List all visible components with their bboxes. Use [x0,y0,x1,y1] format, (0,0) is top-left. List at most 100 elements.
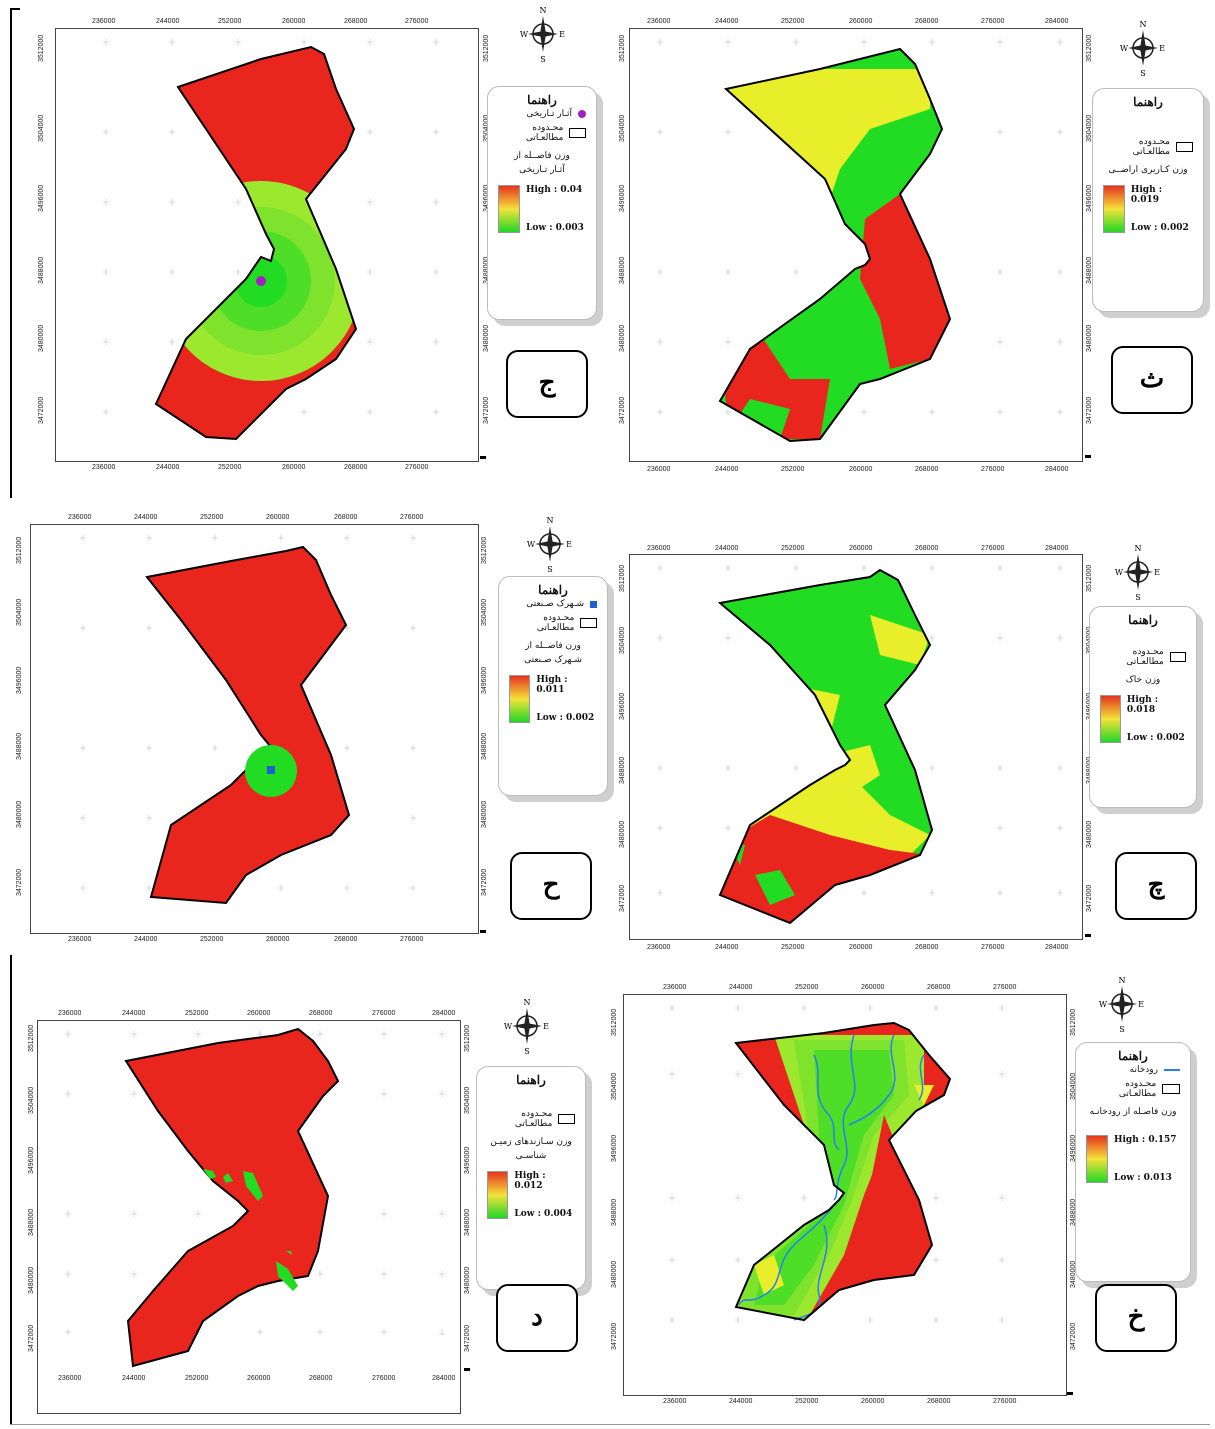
svg-text:E: E [559,30,565,39]
legend-boundary-row: محـدوده مطالعـاتی [477,1107,585,1131]
panel-letter: د [496,1284,578,1352]
panel-khe: 236000 244000 252000 260000 268000 27600… [605,960,1215,1425]
legend-point-row: شـهرک صـنعتی [499,597,607,611]
svg-text:S: S [1135,593,1140,602]
river-lines [738,1034,925,1321]
map-historic-distance [103,39,439,441]
svg-text:S: S [547,565,552,574]
legend-weight-title: وزن خاک [1125,675,1161,685]
panel-he: 236000 244000 252000 260000 268000 27600… [0,498,608,950]
map-landuse [657,39,1063,443]
map-frame [623,994,1067,1396]
historic-site-marker [256,276,266,286]
svg-text:N: N [1119,976,1126,985]
bottom-border [10,1424,1210,1425]
svg-text:S: S [524,1047,529,1056]
industrial-park-marker [267,766,275,774]
svg-text:W: W [1115,568,1124,577]
scale-bar [1085,455,1091,458]
legend-title: راهنما [1118,1049,1148,1063]
legend: راهنما محـدوده مطالعـاتی وزن کـاربری ارا… [1092,88,1204,312]
boundary-swatch [569,128,586,138]
boundary-swatch [558,1114,575,1124]
legend-gradient: High : 0.018 Low : 0.002 [1090,691,1196,747]
svg-text:S: S [540,55,545,64]
legend-boundary-row: محـدوده مطالعـاتی [1076,1077,1190,1101]
panel-jim: 236000 244000 252000 260000 268000 27600… [0,0,605,480]
legend-boundary-row: محـدوده مطالعـاتی [1093,135,1203,159]
compass-rose-icon: N S E W [527,516,572,574]
legend-gradient: High : 0.011 Low : 0.002 [499,671,607,727]
boundary-swatch [1169,652,1186,662]
svg-text:W: W [527,540,536,549]
svg-text:E: E [543,1022,549,1031]
map-frame [55,28,479,462]
svg-text:W: W [520,30,529,39]
legend-weight-title: وزن فاصــله از شـهرک صـنعتی [524,641,582,665]
legend-title: راهنما [538,583,568,597]
legend-weight-title: وزن کـاربری اراضــی [1108,165,1188,175]
legend-title: راهنما [1133,95,1163,109]
legend-weight-title: وزن فاصــله از آثـار تـاریخی [514,151,570,175]
svg-text:S: S [1140,69,1145,78]
map-frame [629,554,1083,940]
svg-text:W: W [1120,44,1129,53]
compass-rose-icon: N S E W [1099,976,1144,1034]
panel-letter: ج [506,350,588,418]
panel-letter: ث [1111,346,1193,414]
river-icon [1164,1069,1180,1071]
map-frame [30,524,479,934]
legend-title: راهنما [527,93,557,107]
svg-text:S: S [1119,1025,1124,1034]
scale-bar [1085,934,1091,937]
map-geology [65,1027,445,1368]
legend-gradient: High : 0.012 Low : 0.004 [477,1167,585,1223]
legend: راهنما محـدوده مطالعـاتی وزن سـازندهای ز… [476,1066,586,1290]
legend: راهنما آثـار تـاریخی محـدوده مطالعـاتی و… [487,86,597,320]
legend: راهنما محـدوده مطالعـاتی وزن خاک High : … [1089,606,1197,808]
svg-text:E: E [1154,568,1160,577]
map-soil [657,565,1063,925]
map-industrial-distance [80,535,416,905]
scale-bar [480,930,486,933]
legend-gradient: High : 0.04 Low : 0.003 [488,181,596,237]
scale-bar [1067,1392,1073,1395]
bracket-top-left-vertical [10,8,12,498]
map-frame [629,28,1083,462]
svg-text:N: N [524,998,531,1007]
legend-gradient: High : 0.157 Low : 0.013 [1076,1123,1190,1187]
historic-site-icon [578,110,586,118]
panel-dal: 236000 244000 252000 260000 268000 27600… [0,960,605,1425]
bracket-top-left-horizontal [10,8,20,10]
svg-text:E: E [1138,1000,1144,1009]
map-river-distance [669,1005,1005,1323]
boundary-swatch [580,618,597,628]
boundary-swatch [1175,142,1193,152]
legend-boundary-row: محـدوده مطالعـاتی [1090,645,1196,669]
map-frame [37,1020,461,1414]
panel-letter: چ [1115,852,1197,920]
svg-text:E: E [566,540,572,549]
bracket-bottom-left-vertical [10,955,12,1425]
legend-weight-title: وزن فاصـله از رودخانـه [1089,1107,1177,1117]
legend-point-row: آثـار تـاریخی [488,107,596,121]
svg-text:N: N [1140,20,1147,29]
scale-bar [464,1368,470,1371]
panel-letter: ح [510,852,592,920]
compass-rose-icon: N S E W [1115,544,1160,602]
legend: راهنما شـهرک صـنعتی محـدوده مطالعـاتی وز… [498,576,608,796]
svg-text:N: N [547,516,554,525]
legend-title: راهنما [1128,613,1158,627]
scale-bar [480,456,486,459]
boundary-swatch [1162,1084,1180,1094]
panel-che: 236000 244000 252000 260000 268000 27600… [605,498,1215,951]
compass-rose-icon: N S E W [504,998,549,1056]
industrial-park-icon [590,600,597,608]
panel-letter: خ [1095,1284,1177,1352]
legend: راهنما رودخانه محـدوده مطالعـاتی وزن فاص… [1075,1042,1191,1282]
compass-rose-icon: N S E W [520,6,565,64]
legend-boundary-row: محـدوده مطالعـاتی [488,121,596,145]
svg-text:W: W [1099,1000,1108,1009]
svg-text:E: E [1159,44,1165,53]
svg-text:W: W [504,1022,513,1031]
